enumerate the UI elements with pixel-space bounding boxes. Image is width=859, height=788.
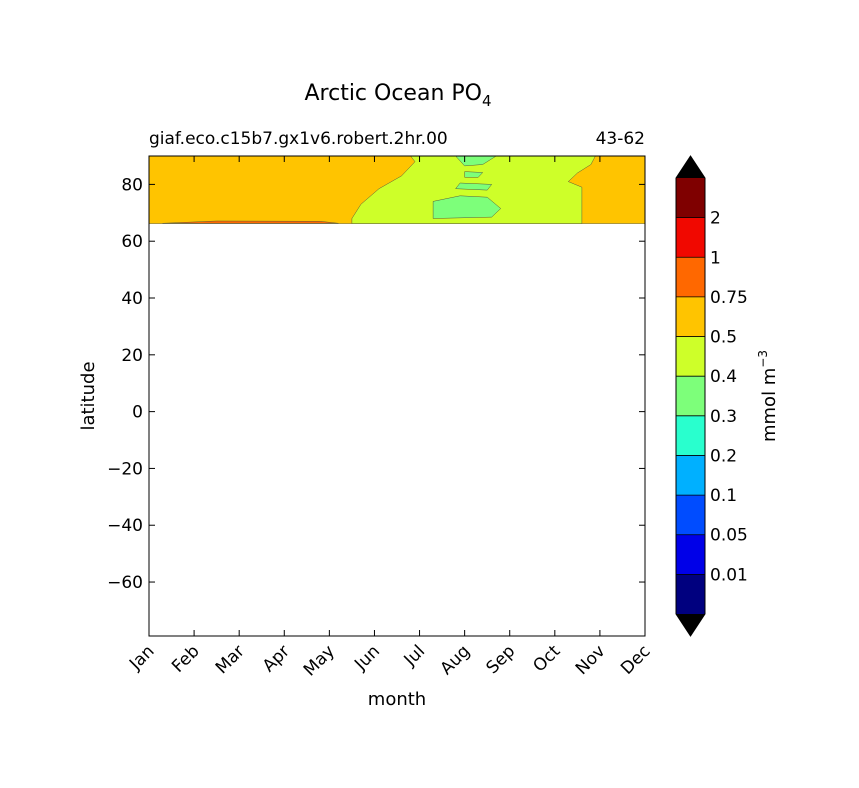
- colorbar-tick-label: 0.5: [710, 328, 737, 348]
- x-tick-label: Oct: [529, 641, 564, 676]
- colorbar-segment: [676, 296, 705, 337]
- plot-ticks: Jan Feb Mar Apr May Jun Jul Aug Sep Oct Nov Dec 80 60…: [107, 156, 655, 680]
- x-tick-label: May: [300, 641, 339, 680]
- contour-region-5: [455, 156, 497, 167]
- contour-region-6: [162, 220, 339, 224]
- y-axis-label: latitude: [78, 361, 99, 430]
- chart-title-text: Arctic Ocean PO: [304, 81, 481, 106]
- colorbar-tick-label: 0.05: [710, 526, 748, 546]
- plot-frame: [148, 155, 646, 637]
- x-tick-label: Nov: [572, 641, 610, 679]
- colorbar-label: mmol m−3: [756, 350, 780, 442]
- colorbar-tick-label: 0.3: [710, 407, 737, 427]
- contour-region-1: [351, 156, 596, 224]
- contour-region-4: [464, 171, 484, 178]
- colorbar-label-superscript: −3: [756, 350, 770, 368]
- colorbar-segment: [676, 574, 705, 615]
- y-tick-label: −60: [107, 573, 143, 593]
- x-tick-label: Apr: [259, 641, 294, 676]
- colorbar-tick-label: 0.75: [710, 288, 748, 308]
- x-tick-label: Jul: [400, 641, 429, 670]
- x-axis-label: month: [368, 689, 426, 710]
- colorbar-tick-label: 0.4: [710, 367, 737, 387]
- contour-regions: [149, 156, 645, 224]
- x-tick-label: Feb: [168, 641, 203, 676]
- plot-background: [149, 156, 645, 636]
- chart-subtitle-right: 43-62: [596, 129, 645, 149]
- contour-region-3: [455, 182, 493, 191]
- colorbar-segment: [676, 455, 705, 496]
- y-tick-label: 60: [121, 232, 143, 252]
- colorbar-segment: [676, 257, 705, 298]
- chart-subtitle-left: giaf.eco.c15b7.gx1v6.robert.2hr.00: [149, 129, 448, 149]
- y-tick-label: −20: [107, 459, 143, 479]
- x-tick-label: Aug: [437, 641, 475, 679]
- y-tick-label: 20: [121, 346, 143, 366]
- x-tick-label: Jan: [125, 641, 158, 674]
- colorbar-segment: [676, 376, 705, 417]
- chart-title-subscript: 4: [482, 92, 492, 110]
- x-tick-label: Dec: [617, 641, 654, 678]
- chart-title: Arctic Ocean PO4: [304, 81, 491, 110]
- colorbar-tick-label: 0.1: [710, 486, 737, 506]
- colorbar-segment: [676, 495, 705, 536]
- colorbar-segment: [676, 178, 705, 218]
- colorbar-tick-label: 1: [710, 248, 721, 268]
- colorbar-over-triangle: [676, 156, 705, 178]
- y-tick-label: −40: [107, 516, 143, 536]
- colorbar-segment: [676, 415, 705, 456]
- y-tick-label: 0: [132, 403, 143, 423]
- colorbar-frame: [675, 155, 706, 637]
- colorbar: 0.01 0.05 0.1 0.2 0.3 0.4 0.5 0.75 1 2: [675, 155, 748, 637]
- colorbar-under-triangle: [676, 614, 705, 636]
- y-tick-label: 40: [121, 289, 143, 309]
- x-tick-label: Jun: [350, 641, 384, 675]
- colorbar-segment: [676, 217, 705, 258]
- y-tick-label: 80: [121, 175, 143, 195]
- colorbar-label-text: mmol m: [759, 368, 780, 442]
- colorbar-tick-label: 0.2: [710, 446, 737, 466]
- colorbar-segment: [676, 336, 705, 377]
- contour-region-2: [432, 195, 502, 219]
- x-tick-label: Sep: [482, 641, 519, 678]
- colorbar-tick-label: 2: [710, 209, 721, 229]
- x-tick-label: Mar: [212, 641, 249, 678]
- colorbar-tick-label: 0.01: [710, 565, 748, 585]
- colorbar-segment: [676, 534, 705, 575]
